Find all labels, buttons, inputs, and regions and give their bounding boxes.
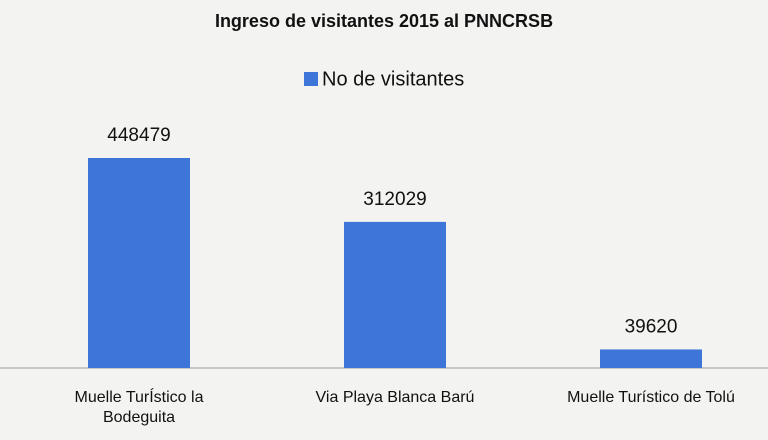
x-tick-label: Muelle Turístico de Tolú — [567, 389, 735, 406]
x-tick-label: Muelle TurÍstico la Bodeguita — [74, 389, 204, 426]
bar — [88, 158, 190, 368]
data-label: 312029 — [363, 189, 426, 210]
bar — [600, 349, 702, 368]
legend-label: No de visitantes — [322, 68, 464, 90]
data-label: 448479 — [107, 125, 170, 146]
x-tick-label: Via Playa Blanca Barú — [315, 389, 475, 406]
data-label: 39620 — [625, 316, 678, 337]
chart-title: Ingreso de visitantes 2015 al PNNCRSB — [215, 11, 553, 31]
legend-swatch — [304, 72, 318, 86]
bar — [344, 221, 446, 368]
